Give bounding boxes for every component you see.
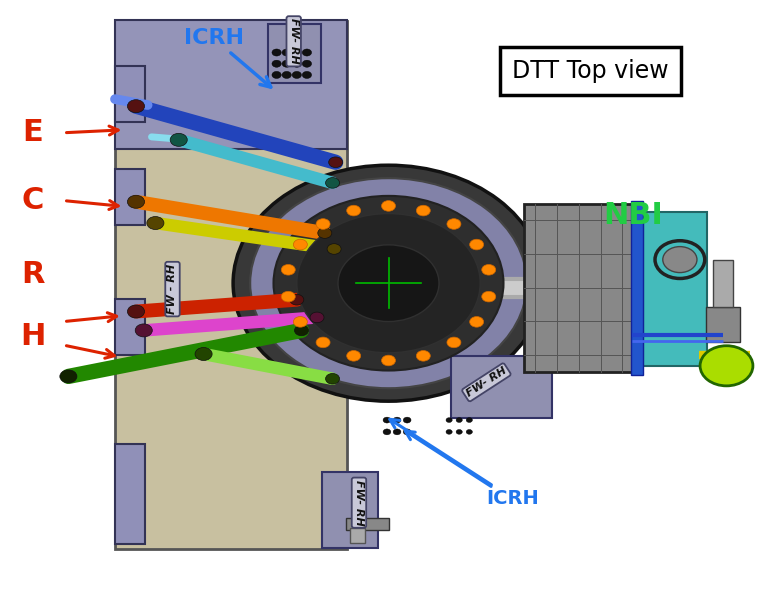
Circle shape — [297, 214, 480, 353]
Circle shape — [272, 49, 281, 56]
Text: ICRH: ICRH — [183, 28, 270, 87]
Bar — [524, 204, 633, 372]
Circle shape — [281, 291, 295, 302]
Bar — [115, 444, 145, 544]
Circle shape — [700, 346, 753, 386]
Text: FW- RH: FW- RH — [289, 18, 298, 64]
Circle shape — [482, 264, 496, 275]
Text: ICRH: ICRH — [390, 419, 539, 508]
Bar — [706, 307, 740, 342]
Circle shape — [302, 71, 312, 78]
Bar — [115, 299, 145, 355]
Circle shape — [326, 373, 340, 384]
Circle shape — [383, 417, 391, 423]
Bar — [643, 212, 707, 366]
Circle shape — [60, 370, 77, 383]
Circle shape — [393, 417, 401, 423]
Circle shape — [466, 418, 472, 422]
Bar — [346, 518, 388, 530]
Circle shape — [456, 418, 462, 422]
Bar — [115, 169, 145, 225]
Circle shape — [127, 195, 145, 208]
Circle shape — [127, 305, 145, 318]
Circle shape — [456, 430, 462, 434]
Circle shape — [233, 165, 544, 401]
Text: FW - RH: FW - RH — [168, 264, 177, 314]
Bar — [350, 528, 365, 543]
Text: H: H — [20, 322, 45, 351]
Circle shape — [466, 430, 472, 434]
Circle shape — [274, 196, 503, 371]
Circle shape — [482, 291, 496, 302]
Circle shape — [127, 100, 145, 113]
Circle shape — [329, 157, 343, 168]
Circle shape — [382, 201, 395, 211]
Circle shape — [282, 49, 291, 56]
Circle shape — [282, 71, 291, 78]
Text: R: R — [21, 260, 44, 289]
Circle shape — [250, 178, 527, 388]
Text: FW- RH: FW- RH — [465, 366, 508, 399]
Circle shape — [316, 219, 330, 230]
Circle shape — [416, 350, 430, 361]
Circle shape — [170, 133, 187, 146]
Circle shape — [316, 337, 330, 348]
Circle shape — [326, 178, 340, 188]
Circle shape — [318, 228, 332, 238]
Circle shape — [403, 429, 411, 435]
Circle shape — [446, 430, 452, 434]
Circle shape — [338, 245, 439, 322]
Circle shape — [327, 244, 341, 254]
Bar — [451, 356, 552, 418]
Circle shape — [416, 205, 430, 216]
Circle shape — [393, 429, 401, 435]
Circle shape — [310, 312, 324, 323]
Circle shape — [383, 429, 391, 435]
Circle shape — [282, 60, 291, 67]
Circle shape — [446, 418, 452, 422]
Text: E: E — [23, 118, 43, 148]
Circle shape — [347, 350, 361, 361]
Circle shape — [447, 219, 461, 230]
Circle shape — [294, 240, 308, 250]
Circle shape — [294, 316, 308, 327]
Bar — [115, 66, 145, 122]
Circle shape — [403, 417, 411, 423]
Circle shape — [663, 247, 697, 273]
Circle shape — [302, 49, 312, 56]
Bar — [268, 24, 321, 83]
Text: DTT Top view: DTT Top view — [512, 59, 669, 83]
Text: C: C — [22, 186, 44, 215]
Circle shape — [292, 60, 301, 67]
Circle shape — [290, 294, 304, 305]
Circle shape — [447, 337, 461, 348]
Circle shape — [347, 205, 361, 216]
Bar — [115, 20, 347, 149]
Circle shape — [272, 60, 281, 67]
Circle shape — [302, 60, 312, 67]
Bar — [631, 201, 643, 375]
Circle shape — [195, 348, 212, 360]
Circle shape — [469, 240, 483, 250]
Circle shape — [469, 316, 483, 327]
Circle shape — [382, 355, 395, 366]
Text: FW- RH: FW- RH — [354, 480, 364, 526]
Circle shape — [272, 71, 281, 78]
Bar — [713, 260, 733, 307]
Bar — [115, 21, 347, 549]
Circle shape — [147, 217, 164, 230]
Circle shape — [281, 264, 295, 275]
Circle shape — [294, 325, 308, 336]
Bar — [322, 472, 378, 548]
Circle shape — [292, 49, 301, 56]
Circle shape — [292, 71, 301, 78]
Circle shape — [135, 324, 152, 337]
Text: NBI: NBI — [603, 201, 664, 230]
